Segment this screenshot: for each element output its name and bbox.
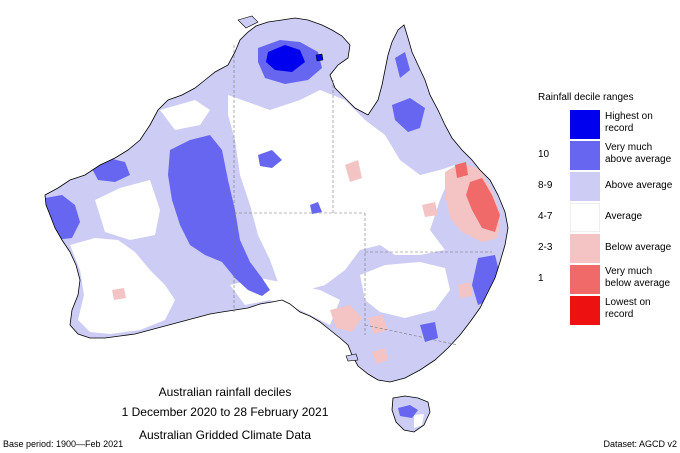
below-average-nsw [458, 282, 472, 298]
footer-base-period: Base period: 1900—Feb 2021 [3, 439, 124, 449]
legend-description-line: below average [605, 278, 671, 289]
legend-swatch [570, 296, 600, 325]
average-region-sw [70, 238, 175, 334]
legend-description-line: Lowest on [605, 297, 651, 308]
legend-description: Below average [605, 242, 679, 254]
melville-island [237, 15, 259, 29]
very-much-above-vic [420, 322, 438, 342]
average-region-central [228, 90, 455, 292]
highest-on-record-arnhem [266, 45, 305, 72]
legend-description-line: Below average [605, 242, 672, 253]
legend-description: Very much below average [605, 266, 679, 290]
legend-description: Highest on record [605, 111, 679, 135]
legend-range-label: 1 [538, 273, 544, 284]
legend-range-label: 8-9 [538, 180, 553, 191]
footer-dataset: Dataset: AGCD v2 [603, 439, 677, 449]
average-region-kimberley [160, 100, 210, 130]
caption-line-3: Australian Gridded Climate Data [138, 428, 312, 442]
below-average-qld-small [422, 202, 438, 217]
very-much-above-sa-small [310, 202, 322, 214]
tasmania-average [414, 414, 424, 428]
legend-title: Rainfall decile ranges [538, 92, 634, 103]
legend-description-line: record [605, 309, 634, 320]
legend-row: 8-9 Above average [538, 172, 678, 202]
australia-rainfall-map [44, 15, 509, 433]
very-much-below-qld-small [455, 162, 468, 178]
legend-row: 10 Very much above average [538, 141, 678, 171]
legend-row: Highest on record [538, 110, 678, 140]
very-much-below-qld [466, 178, 500, 232]
legend-description-line: Above average [605, 180, 673, 191]
below-average-sa2 [368, 315, 388, 334]
legend-description: Above average [605, 180, 679, 192]
average-region-nw [95, 180, 160, 240]
caption-line-1: Australian rainfall deciles [158, 385, 292, 399]
very-much-above-qld-north [392, 98, 425, 132]
mainland-coastline [44, 17, 509, 383]
legend-range-label: 10 [538, 149, 550, 160]
kangaroo-island [345, 353, 359, 362]
very-much-above-cape-york [395, 52, 410, 78]
legend-swatch [570, 203, 600, 232]
legend-range-label: 4-7 [538, 211, 553, 222]
legend-row: 1 Very much below average [538, 265, 678, 295]
below-average-vic [372, 348, 388, 364]
tasmania [391, 395, 431, 433]
tasmania-very-much-above [398, 405, 418, 418]
legend-description-line: Average [605, 211, 643, 222]
legend-description: Very much above average [605, 142, 679, 166]
legend-range-label: 2-3 [538, 242, 553, 253]
below-average-wa [112, 288, 126, 300]
legend-swatch [570, 172, 600, 201]
caption-line-2: 1 December 2020 to 28 February 2021 [121, 405, 329, 419]
very-much-above-central-nt [258, 150, 282, 168]
average-region-se [360, 262, 450, 318]
legend-swatch [570, 265, 600, 294]
legend-description: Lowest on record [605, 297, 679, 321]
legend-swatch [570, 141, 600, 170]
legend-row: 2-3 Below average [538, 234, 678, 264]
legend-description-line: Very much [605, 142, 653, 153]
legend-description-line: record [605, 123, 634, 134]
state-borders [233, 45, 492, 346]
legend-description: Average [605, 211, 679, 223]
legend-row: Lowest on record [538, 296, 678, 326]
legend-swatch [570, 110, 600, 139]
legend-description-line: Highest on [605, 111, 653, 122]
very-much-above-western-interior [168, 135, 270, 296]
legend-description-line: above average [605, 154, 672, 165]
groote-island [315, 53, 324, 62]
below-average-nt [345, 160, 362, 182]
legend-description-line: Very much [605, 266, 653, 277]
legend-swatch [570, 234, 600, 263]
legend-row: 4-7 Average [538, 203, 678, 233]
below-average-sa [330, 305, 362, 332]
nsw-vic-border [364, 324, 459, 346]
